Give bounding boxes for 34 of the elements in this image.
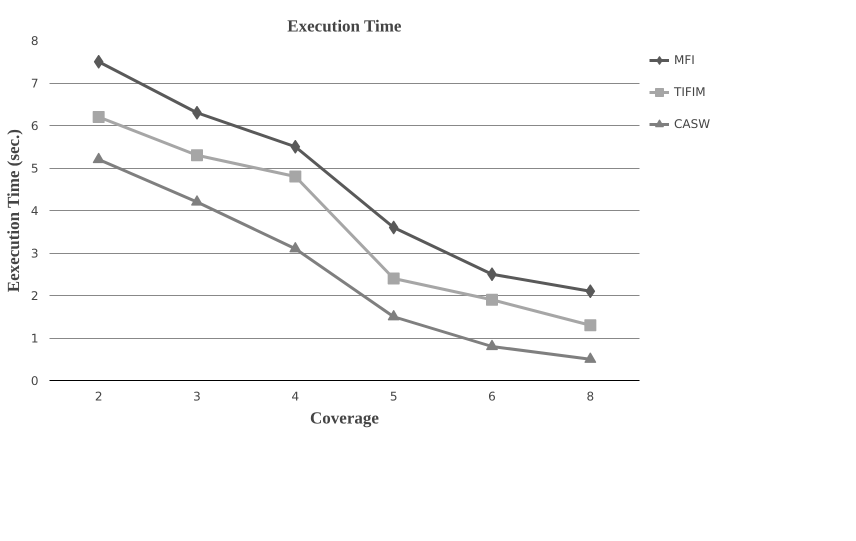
point — [289, 170, 302, 182]
point — [584, 319, 596, 332]
y-tick-label: 3 — [30, 246, 39, 260]
legend-label: CASW — [674, 117, 710, 131]
point — [486, 294, 498, 306]
y-tick-label: 7 — [30, 76, 39, 90]
y-tick-label: 2 — [30, 289, 39, 303]
x-tick-label: 3 — [193, 390, 201, 404]
x-tick-label: 8 — [586, 390, 594, 404]
y-tick-label: 0 — [30, 374, 39, 388]
x-tick-label: 2 — [94, 390, 102, 404]
x-tick-label: 6 — [488, 390, 496, 404]
y-axis-title: Eexecution Time (sec.) — [4, 129, 23, 292]
x-axis-title: Coverage — [310, 408, 380, 428]
legend-label: TIFIM — [674, 85, 706, 99]
point — [388, 220, 398, 234]
point — [92, 152, 105, 164]
point — [388, 272, 400, 284]
point — [92, 111, 105, 123]
y-tick-label: 1 — [30, 332, 39, 346]
y-tick-label: 6 — [30, 119, 39, 133]
x-tick-label: 4 — [292, 390, 300, 404]
chart-title: Execution Time — [287, 16, 402, 36]
x-tick-label: 5 — [390, 390, 398, 404]
y-tick-label: 8 — [30, 34, 39, 48]
y-tick-label: 4 — [30, 204, 39, 218]
point — [191, 195, 203, 206]
point — [486, 340, 498, 350]
y-tick-label: 5 — [30, 162, 39, 176]
point — [191, 149, 203, 162]
point — [584, 352, 596, 363]
point — [388, 310, 400, 320]
point — [289, 242, 302, 252]
legend-label: MFI — [674, 53, 695, 67]
